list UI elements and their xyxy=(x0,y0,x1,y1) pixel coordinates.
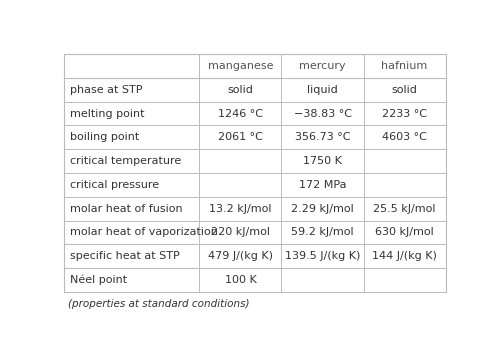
Text: critical temperature: critical temperature xyxy=(69,156,181,166)
Text: molar heat of vaporization: molar heat of vaporization xyxy=(69,228,218,237)
Text: 1750 K: 1750 K xyxy=(303,156,342,166)
Text: boiling point: boiling point xyxy=(69,132,139,142)
Text: mercury: mercury xyxy=(299,61,346,71)
Text: 2.29 kJ/mol: 2.29 kJ/mol xyxy=(291,204,354,214)
Text: 4603 °C: 4603 °C xyxy=(382,132,427,142)
Text: 356.73 °C: 356.73 °C xyxy=(295,132,350,142)
Text: 25.5 kJ/mol: 25.5 kJ/mol xyxy=(373,204,436,214)
Text: 59.2 kJ/mol: 59.2 kJ/mol xyxy=(291,228,354,237)
Text: 139.5 J/(kg K): 139.5 J/(kg K) xyxy=(285,251,360,261)
Text: 630 kJ/mol: 630 kJ/mol xyxy=(375,228,434,237)
Text: liquid: liquid xyxy=(307,85,338,95)
Text: 2233 °C: 2233 °C xyxy=(382,108,427,118)
Text: 2061 °C: 2061 °C xyxy=(218,132,263,142)
Text: specific heat at STP: specific heat at STP xyxy=(69,251,180,261)
Text: Néel point: Néel point xyxy=(69,275,127,285)
Text: 479 J/(kg K): 479 J/(kg K) xyxy=(208,251,273,261)
Text: 13.2 kJ/mol: 13.2 kJ/mol xyxy=(209,204,272,214)
Text: −38.83 °C: −38.83 °C xyxy=(294,108,352,118)
Text: solid: solid xyxy=(392,85,418,95)
Text: hafnium: hafnium xyxy=(381,61,428,71)
Text: manganese: manganese xyxy=(208,61,273,71)
Text: 144 J/(kg K): 144 J/(kg K) xyxy=(372,251,437,261)
Text: phase at STP: phase at STP xyxy=(69,85,142,95)
Text: 100 K: 100 K xyxy=(225,275,256,285)
Text: critical pressure: critical pressure xyxy=(69,180,159,190)
Text: solid: solid xyxy=(228,85,253,95)
Text: 220 kJ/mol: 220 kJ/mol xyxy=(211,228,270,237)
Text: molar heat of fusion: molar heat of fusion xyxy=(69,204,183,214)
Text: 1246 °C: 1246 °C xyxy=(218,108,263,118)
Text: (properties at standard conditions): (properties at standard conditions) xyxy=(68,299,249,309)
Text: melting point: melting point xyxy=(69,108,144,118)
Text: 172 MPa: 172 MPa xyxy=(299,180,346,190)
